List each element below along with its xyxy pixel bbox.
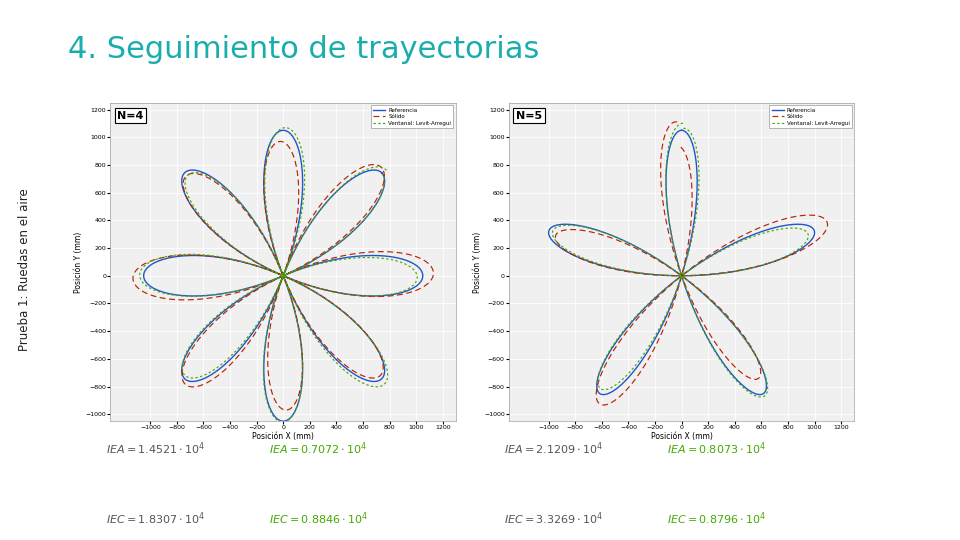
Text: $\mathit{IEA} = 0.8073 \cdot 10^4$: $\mathit{IEA} = 0.8073 \cdot 10^4$ (667, 440, 766, 457)
X-axis label: Posición X (mm): Posición X (mm) (252, 433, 314, 442)
Legend: Referencia, Sólido, Ventanal: Levit-Arregui: Referencia, Sólido, Ventanal: Levit-Arre… (371, 105, 453, 128)
Text: N=4: N=4 (117, 111, 144, 120)
Y-axis label: Posición Y (mm): Posición Y (mm) (75, 231, 84, 293)
Text: $\mathit{IEA} = 1.4521 \cdot 10^4$: $\mathit{IEA} = 1.4521 \cdot 10^4$ (106, 440, 204, 457)
Text: $\mathit{IEC} = 3.3269 \cdot 10^4$: $\mathit{IEC} = 3.3269 \cdot 10^4$ (504, 510, 603, 527)
Text: $\mathit{IEA} = 0.7072 \cdot 10^4$: $\mathit{IEA} = 0.7072 \cdot 10^4$ (269, 440, 367, 457)
Text: $\mathit{IEA} = 2.1209 \cdot 10^4$: $\mathit{IEA} = 2.1209 \cdot 10^4$ (504, 440, 603, 457)
Text: $\mathit{IEC} = 1.8307 \cdot 10^4$: $\mathit{IEC} = 1.8307 \cdot 10^4$ (106, 510, 204, 527)
Text: $\mathit{IEC} = 0.8846 \cdot 10^4$: $\mathit{IEC} = 0.8846 \cdot 10^4$ (269, 510, 368, 527)
X-axis label: Posición X (mm): Posición X (mm) (651, 433, 712, 442)
Y-axis label: Posición Y (mm): Posición Y (mm) (472, 231, 482, 293)
Legend: Referencia, Sólido, Ventanal: Levit-Arregui: Referencia, Sólido, Ventanal: Levit-Arre… (769, 105, 852, 128)
Text: Prueba 1: Ruedas en el aire: Prueba 1: Ruedas en el aire (18, 188, 32, 352)
Text: N=5: N=5 (516, 111, 541, 120)
Text: $\mathit{IEC} = 0.8796 \cdot 10^4$: $\mathit{IEC} = 0.8796 \cdot 10^4$ (667, 510, 766, 527)
Text: 4. Seguimiento de trayectorias: 4. Seguimiento de trayectorias (68, 36, 540, 64)
